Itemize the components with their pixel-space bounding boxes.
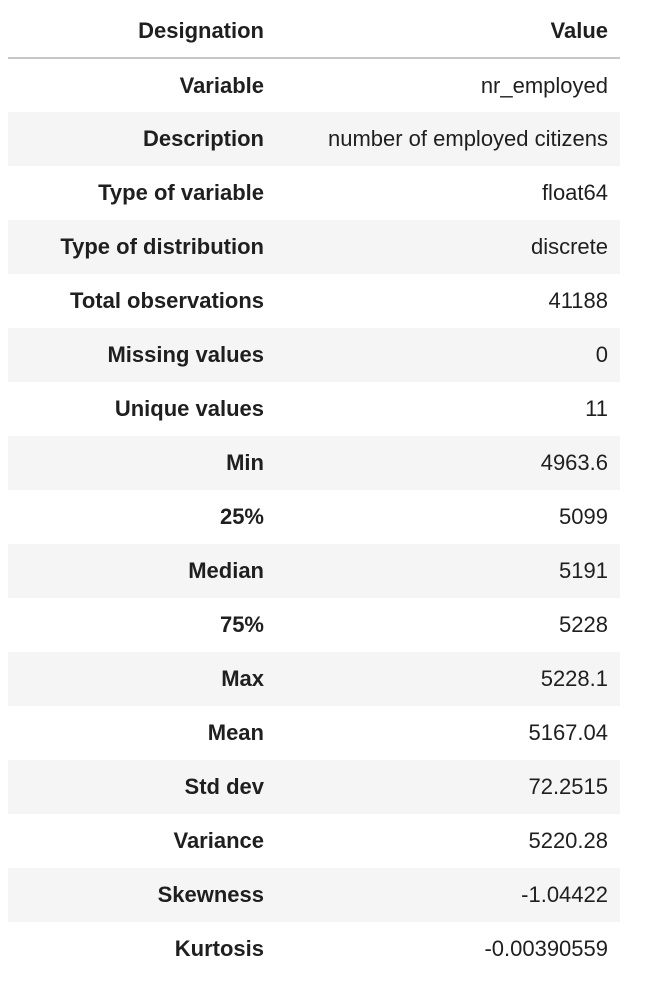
row-label: Description xyxy=(142,126,264,151)
row-label: Type of distribution xyxy=(60,234,264,259)
table-row: Missing values 0 xyxy=(8,328,620,382)
row-value: nr_employed xyxy=(480,72,608,98)
table-row: Std dev 72.2515 xyxy=(8,760,620,814)
row-value: 5191 xyxy=(559,558,608,583)
stats-table-container: Designation Value Variable nr_employed Des… xyxy=(8,4,620,976)
row-value: -0.00390559 xyxy=(484,936,608,961)
header-value: Value xyxy=(264,4,620,59)
row-label: Std dev xyxy=(184,774,264,799)
row-label: Type of variable xyxy=(98,180,264,205)
table-row: Skewness -1.04422 xyxy=(8,868,620,922)
row-value: 5228.1 xyxy=(540,666,608,691)
row-value: 11 xyxy=(585,396,608,421)
row-label: Variable xyxy=(179,72,264,98)
stats-table: Designation Value Variable nr_employed Des… xyxy=(8,4,620,976)
row-label: Min xyxy=(226,450,264,475)
table-row: Description number of employed citizens xyxy=(8,112,620,166)
row-value: 0 xyxy=(595,342,608,367)
table-row: Min 4963.6 xyxy=(8,436,620,490)
row-value: 4963.6 xyxy=(540,450,608,475)
table-row: 75% 5228 xyxy=(8,598,620,652)
row-value: 5220.28 xyxy=(528,828,608,853)
row-label: 75% xyxy=(219,612,264,637)
table-row: Max 5228.1 xyxy=(8,652,620,706)
table-row: Total observations 41188 xyxy=(8,274,620,328)
table-row: Type of variable float64 xyxy=(8,166,620,220)
row-value: -1.04422 xyxy=(521,882,608,907)
table-row: Variable nr_employed xyxy=(8,58,620,112)
row-label: Median xyxy=(188,558,264,583)
row-label: Skewness xyxy=(157,882,264,907)
row-label: 25% xyxy=(219,504,264,529)
row-label: Total observations xyxy=(70,288,264,313)
table-row: Kurtosis -0.00390559 xyxy=(8,922,620,976)
table-header-row: Designation Value xyxy=(8,4,620,59)
table-row: Mean 5167.04 xyxy=(8,706,620,760)
row-label: Unique values xyxy=(114,396,264,421)
table-row: Median 5191 xyxy=(8,544,620,598)
row-label: Kurtosis xyxy=(174,936,264,961)
row-value: float64 xyxy=(541,180,608,205)
row-value: 5167.04 xyxy=(528,720,608,745)
row-label: Mean xyxy=(207,720,264,745)
row-label: Missing values xyxy=(107,342,264,367)
row-value: 72.2515 xyxy=(528,774,608,799)
table-row: 25% 5099 xyxy=(8,490,620,544)
row-value: 5228 xyxy=(559,612,608,637)
table-row: Unique values 11 xyxy=(8,382,620,436)
header-designation: Designation xyxy=(8,4,264,59)
row-label: Max xyxy=(221,666,264,691)
row-label: Variance xyxy=(173,828,264,853)
row-value: 5099 xyxy=(559,504,608,529)
row-value: 41188 xyxy=(548,288,608,313)
table-row: Type of distribution discrete xyxy=(8,220,620,274)
row-value: number of employed citizens xyxy=(327,126,608,151)
table-row: Variance 5220.28 xyxy=(8,814,620,868)
table-body: Variable nr_employed Description number of … xyxy=(8,58,620,976)
row-value: discrete xyxy=(530,234,608,259)
